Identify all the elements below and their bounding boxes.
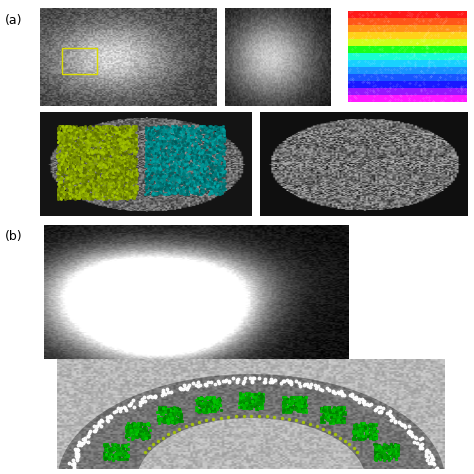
Bar bbox=[348, 25, 467, 32]
Bar bbox=[348, 11, 467, 18]
Bar bbox=[348, 18, 467, 25]
Polygon shape bbox=[57, 374, 445, 474]
Bar bbox=[348, 88, 467, 95]
Bar bbox=[348, 74, 467, 81]
Bar bbox=[348, 39, 467, 46]
Bar bbox=[348, 95, 467, 102]
Bar bbox=[348, 67, 467, 74]
Bar bbox=[348, 53, 467, 60]
Text: (b): (b) bbox=[5, 230, 22, 243]
Text: (a): (a) bbox=[5, 14, 22, 27]
Bar bbox=[348, 81, 467, 88]
Bar bbox=[348, 60, 467, 67]
Bar bbox=[348, 32, 467, 39]
Bar bbox=[62, 48, 97, 74]
Bar bbox=[348, 46, 467, 53]
